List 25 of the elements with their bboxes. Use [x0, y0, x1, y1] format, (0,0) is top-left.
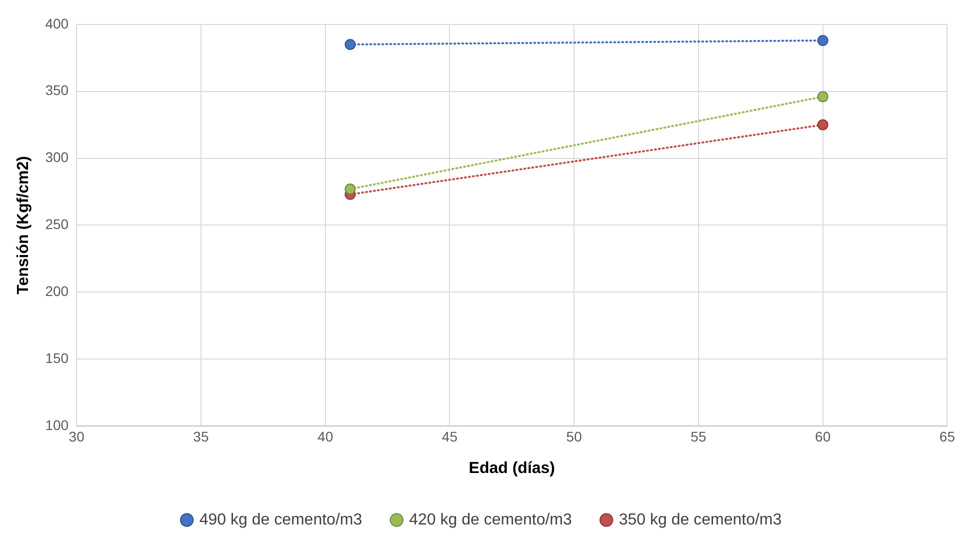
point: [344, 184, 356, 195]
point: [817, 34, 828, 46]
x-tick-label: 65: [939, 428, 956, 444]
point: [817, 119, 828, 130]
x-axis-title: Edad (días): [468, 460, 556, 477]
legend-label: 350 kg de cemento/m3: [618, 511, 782, 528]
legend-label: 490 kg de cemento/m3: [199, 511, 362, 528]
x-tick-label: 35: [193, 428, 209, 444]
y-tick-label: 150: [45, 350, 69, 366]
x-tick-label: 40: [318, 428, 334, 444]
x-tick-label: 50: [566, 428, 582, 444]
x-tick-label: 45: [442, 428, 458, 444]
x-tick-label: 30: [68, 428, 85, 444]
y-tick-label: 400: [45, 15, 69, 32]
y-axis-title: Tensión (Kgf/cm2): [15, 156, 32, 294]
point: [817, 91, 828, 102]
y-tick-label: 100: [45, 416, 69, 433]
y-tick-label: 350: [45, 82, 69, 98]
legend-label: 420 kg de cemento/m3: [409, 511, 572, 528]
x-tick-label: 55: [690, 428, 706, 444]
y-tick-label: 200: [45, 282, 69, 299]
y-tick-label: 300: [45, 149, 69, 166]
point: [344, 38, 356, 50]
x-tick-label: 60: [815, 428, 831, 444]
y-tick-label: 250: [45, 216, 69, 232]
